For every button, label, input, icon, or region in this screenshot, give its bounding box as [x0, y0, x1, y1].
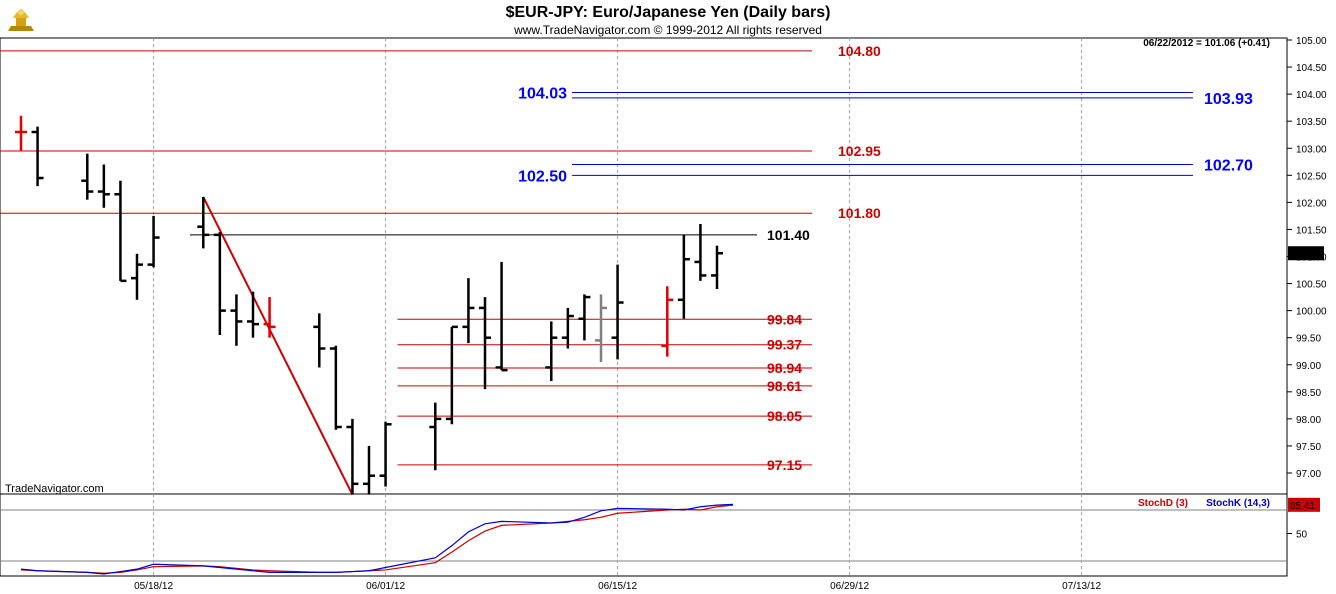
ohlc-bar: [611, 264, 624, 360]
ohlc-bar: [711, 245, 723, 289]
ohlc-bar: [147, 215, 160, 268]
ohlc-bar: [329, 345, 342, 430]
ohlc-bar: [247, 291, 259, 338]
ohlc-bar: [346, 418, 359, 495]
ohlc-bar: [197, 196, 210, 249]
last-price-tag: [1288, 246, 1324, 261]
red-level-label: 98.61: [767, 378, 802, 394]
y-tick-label: 103.50: [1296, 117, 1327, 128]
x-tick-label: 06/15/12: [598, 581, 637, 592]
y-tick-label: 97.00: [1296, 469, 1321, 480]
y-tick-label: 103.00: [1296, 144, 1327, 155]
x-tick-label: 05/18/12: [134, 581, 173, 592]
ohlc-bar: [545, 321, 558, 381]
last-price-label: 101.06: [1290, 249, 1321, 260]
copyright-text: www.TradeNavigator.com © 1999-2012 All r…: [513, 23, 822, 37]
stoch-tick-label: 50: [1296, 530, 1308, 541]
red-level-label: 104.80: [838, 43, 881, 59]
ohlc-bar: [495, 261, 508, 372]
blue-level-label: 103.93: [1204, 91, 1253, 108]
red-level-label: 101.80: [838, 205, 881, 221]
ohlc-bar: [31, 126, 44, 187]
chart-title: $EUR-JPY: Euro/Japanese Yen (Daily bars): [506, 4, 831, 21]
y-tick-label: 99.00: [1296, 361, 1321, 372]
stoch-last-label: 85.41: [1290, 501, 1315, 512]
red-level-label: 99.84: [767, 311, 802, 327]
ohlc-bar: [81, 153, 94, 200]
blue-level-label: 104.03: [518, 86, 567, 103]
ohlc-bar: [15, 115, 27, 151]
stoch-d-label: StochD (3): [1138, 498, 1188, 509]
last-quote: 06/22/2012 = 101.06 (+0.41): [1143, 38, 1270, 49]
y-tick-label: 98.00: [1296, 415, 1321, 426]
ohlc-bar: [114, 180, 127, 283]
trendline: [202, 196, 354, 496]
ohlc-bar: [595, 294, 607, 363]
y-tick-label: 100.50: [1296, 280, 1327, 291]
red-level-label: 97.15: [767, 457, 802, 473]
ohlc-bar: [363, 445, 375, 495]
red-level-label: 98.05: [767, 408, 802, 424]
horizontal-line-label: 101.40: [767, 227, 810, 243]
ohlc-bar: [561, 307, 574, 349]
ohlc-bar: [313, 313, 326, 368]
ohlc-bar: [661, 286, 674, 357]
y-tick-label: 102.50: [1296, 171, 1327, 182]
y-tick-label: 105.00: [1296, 36, 1327, 47]
stoch-d-line: [20, 504, 734, 574]
blue-level-label: 102.50: [518, 168, 567, 185]
ohlc-bar: [379, 421, 392, 487]
red-level-label: 102.95: [838, 143, 881, 159]
y-tick-label: 101.50: [1296, 225, 1327, 236]
stoch-k-line: [20, 503, 734, 575]
y-tick-label: 102.00: [1296, 198, 1327, 209]
x-tick-label: 06/29/12: [830, 581, 869, 592]
ohlc-bar: [263, 297, 276, 338]
x-tick-label: 06/01/12: [366, 581, 405, 592]
y-tick-label: 98.50: [1296, 388, 1321, 399]
ohlc-bar: [213, 232, 226, 335]
ohlc-bar: [578, 294, 591, 341]
y-tick-label: 99.50: [1296, 334, 1321, 345]
ohlc-bar: [445, 325, 458, 425]
ohlc-bar: [429, 402, 442, 471]
ohlc-bar: [462, 278, 475, 344]
red-level-label: 99.37: [767, 337, 802, 353]
ohlc-bar: [97, 164, 110, 208]
stoch-last-tag: [1288, 497, 1320, 512]
stoch-k-label: StochK (14,3): [1206, 498, 1270, 509]
logo-icon: [8, 9, 34, 31]
red-level-label: 98.94: [767, 360, 802, 376]
ohlc-bar: [479, 297, 491, 390]
blue-level-label: 102.70: [1204, 157, 1253, 174]
ohlc-bar: [677, 234, 690, 319]
y-tick-label: 100.00: [1296, 307, 1327, 318]
ohlc-bar: [694, 224, 707, 281]
watermark: TradeNavigator.com: [5, 483, 104, 495]
x-tick-label: 07/13/12: [1062, 581, 1101, 592]
ohlc-bar: [131, 253, 143, 300]
y-tick-label: 97.50: [1296, 442, 1321, 453]
y-tick-label: 104.00: [1296, 90, 1327, 101]
y-tick-label: 104.50: [1296, 63, 1327, 74]
ohlc-bar: [230, 294, 243, 346]
